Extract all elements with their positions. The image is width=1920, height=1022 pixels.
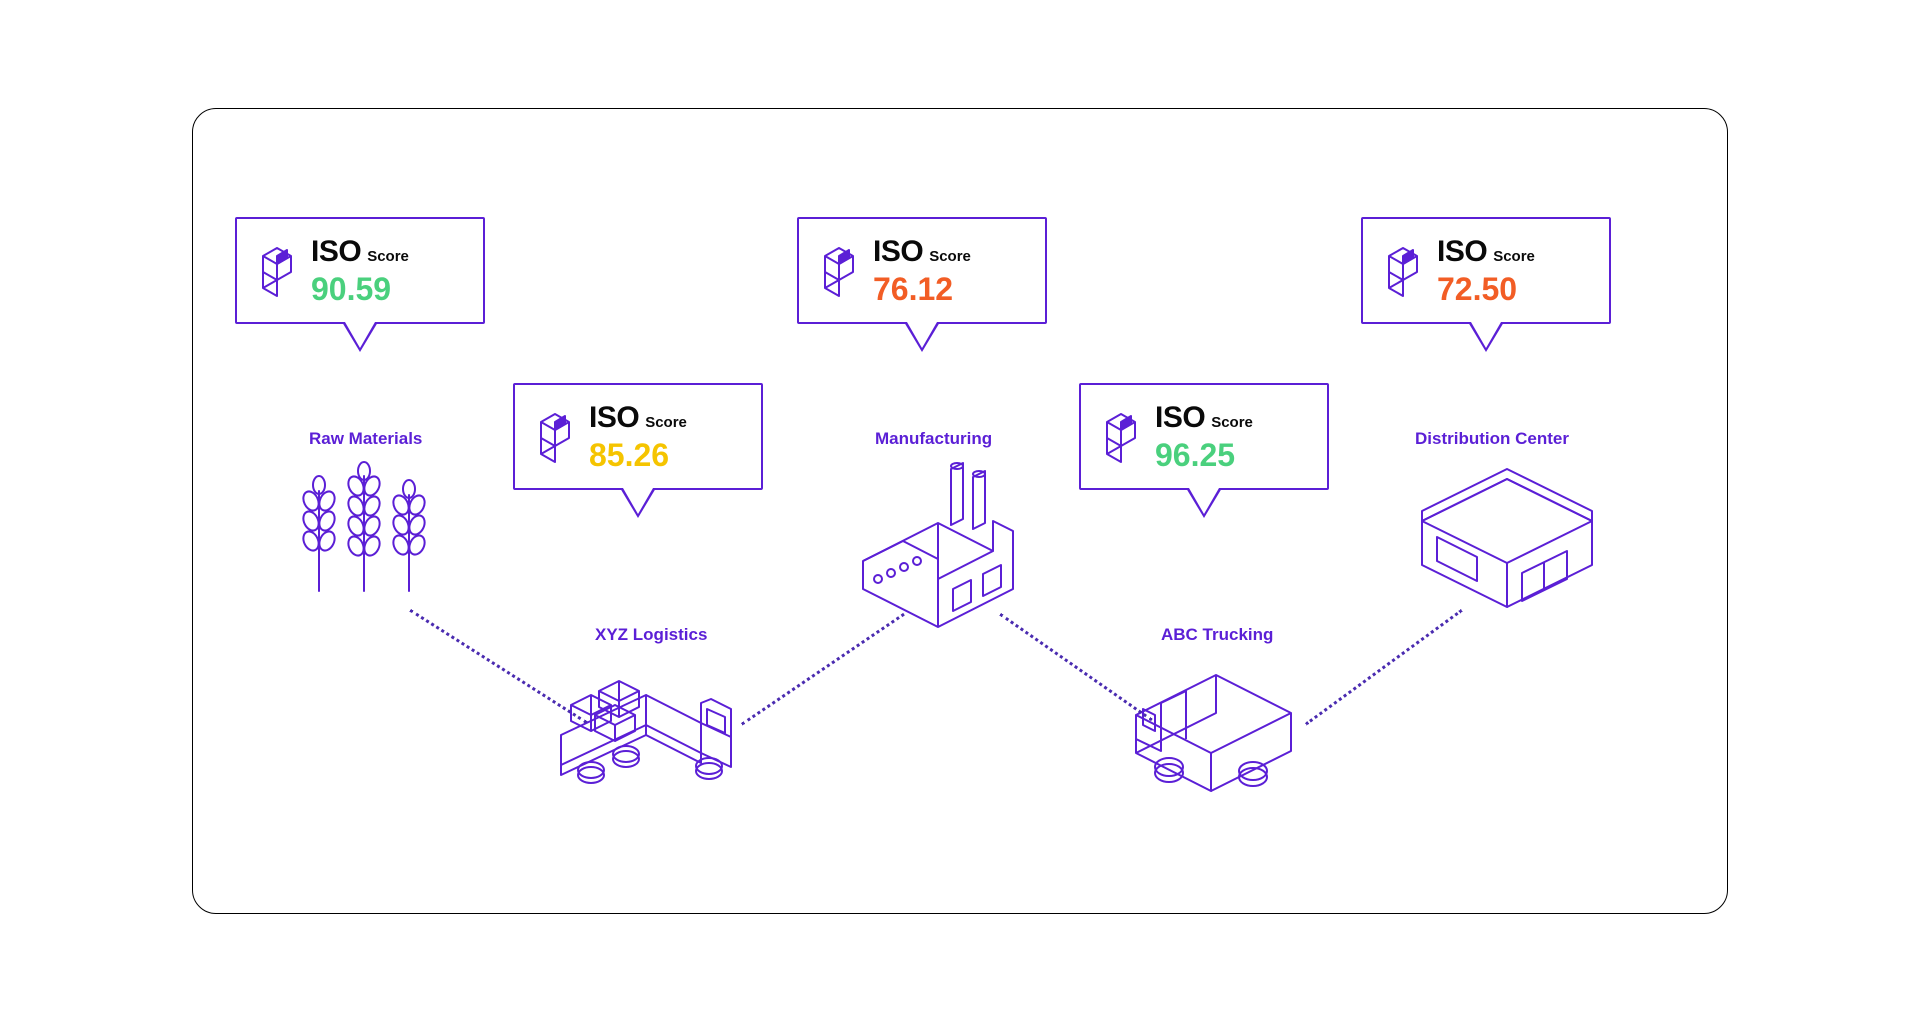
node-label-distribution-center: Distribution Center — [1415, 429, 1569, 449]
score-card-xyz-logistics: ISO Score 85.26 — [513, 383, 763, 490]
iso-cube-icon — [819, 246, 859, 298]
factory-icon — [843, 461, 1033, 631]
score-card-raw-materials: ISO Score 90.59 — [235, 217, 485, 324]
score-value-manufacturing: 76.12 — [873, 271, 971, 308]
score-label: Score — [929, 248, 971, 265]
score-card-distribution-center: ISO Score 72.50 — [1361, 217, 1611, 324]
score-label: Score — [1211, 414, 1253, 431]
iso-label: ISO — [1437, 235, 1487, 269]
score-value-abc-trucking: 96.25 — [1155, 437, 1253, 474]
score-value-raw-materials: 90.59 — [311, 271, 409, 308]
node-label-xyz-logistics: XYZ Logistics — [595, 625, 707, 645]
iso-cube-icon — [1101, 412, 1141, 464]
score-value-xyz-logistics: 85.26 — [589, 437, 687, 474]
iso-cube-icon — [257, 246, 297, 298]
truck-flatbed-icon — [551, 655, 751, 805]
node-label-abc-trucking: ABC Trucking — [1161, 625, 1273, 645]
truck-box-icon — [1121, 655, 1321, 805]
score-value-distribution-center: 72.50 — [1437, 271, 1535, 308]
connector-4 — [1305, 609, 1463, 725]
iso-label: ISO — [1155, 401, 1205, 435]
iso-label: ISO — [873, 235, 923, 269]
score-label: Score — [367, 248, 409, 265]
node-label-raw-materials: Raw Materials — [309, 429, 422, 449]
iso-cube-icon — [1383, 246, 1423, 298]
score-label: Score — [645, 414, 687, 431]
iso-label: ISO — [311, 235, 361, 269]
score-label: Score — [1493, 248, 1535, 265]
connector-2 — [741, 613, 905, 725]
score-card-abc-trucking: ISO Score 96.25 — [1079, 383, 1329, 490]
warehouse-icon — [1407, 461, 1607, 611]
node-label-manufacturing: Manufacturing — [875, 429, 992, 449]
infographic-canvas: ISO Score 90.59 Raw Materials ISO Score … — [192, 108, 1728, 914]
wheat-icon — [289, 461, 439, 601]
iso-cube-icon — [535, 412, 575, 464]
iso-label: ISO — [589, 401, 639, 435]
score-card-manufacturing: ISO Score 76.12 — [797, 217, 1047, 324]
